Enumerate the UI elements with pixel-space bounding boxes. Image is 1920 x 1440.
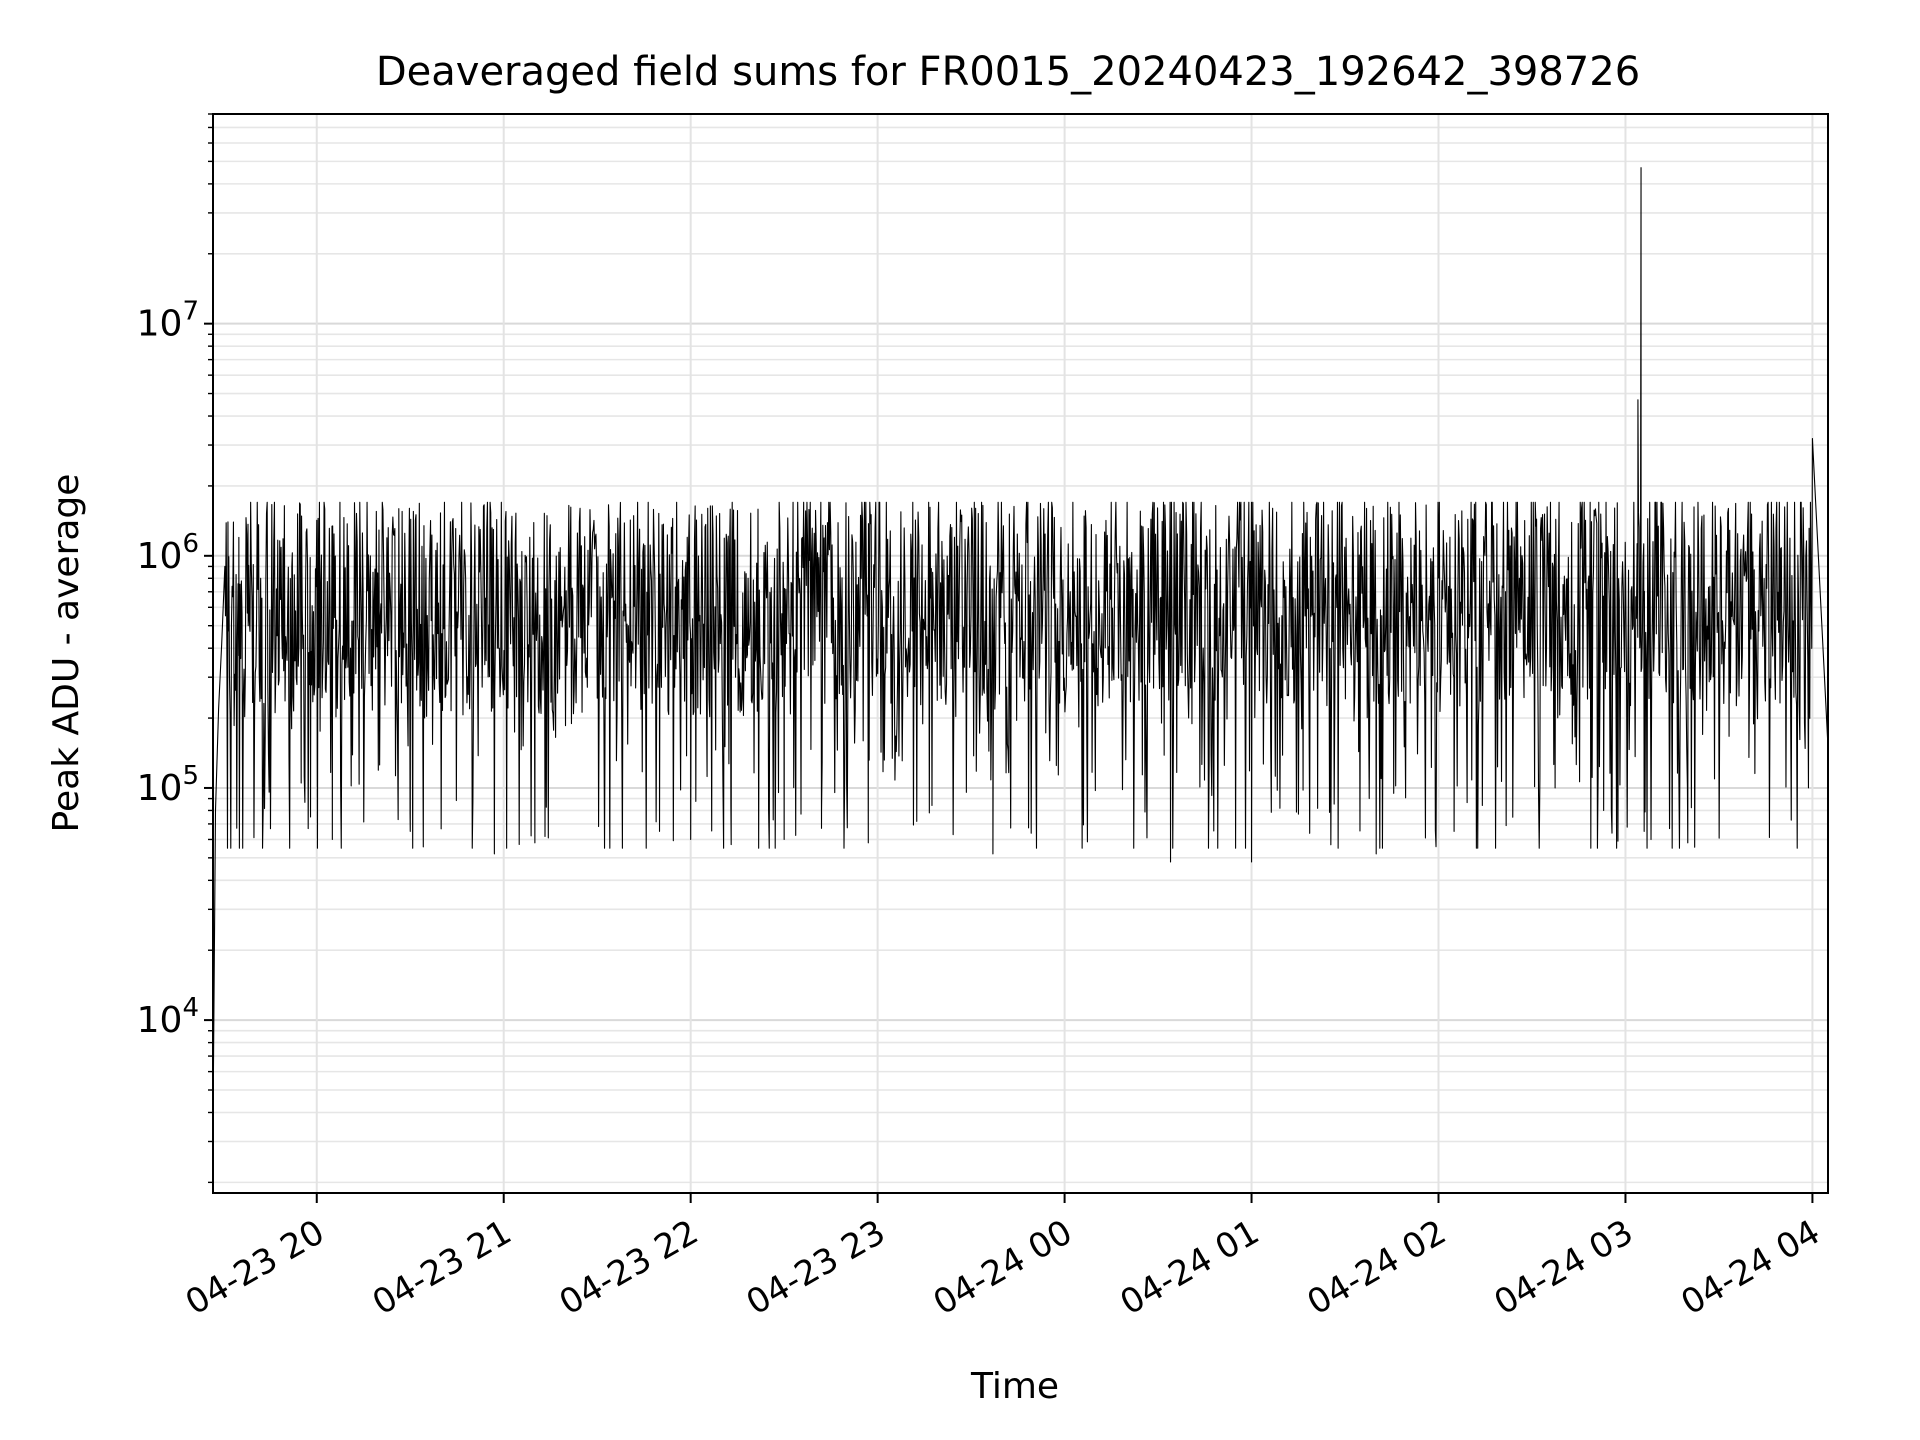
chart-title: Deaveraged field sums for FR0015_2024042… — [376, 49, 1640, 95]
series-layer — [212, 167, 1829, 1126]
y-axis-label: Peak ADU - average — [46, 474, 87, 833]
x-axis-label: Time — [970, 1366, 1059, 1407]
y-tick-label: 105 — [137, 761, 199, 809]
y-tick-label: 106 — [137, 529, 199, 577]
y-tick-label: 107 — [137, 297, 199, 345]
plot-frame — [212, 113, 1829, 1194]
grid — [213, 113, 1828, 1193]
series-line — [212, 167, 1829, 1126]
y-tick-label: 104 — [137, 993, 199, 1041]
